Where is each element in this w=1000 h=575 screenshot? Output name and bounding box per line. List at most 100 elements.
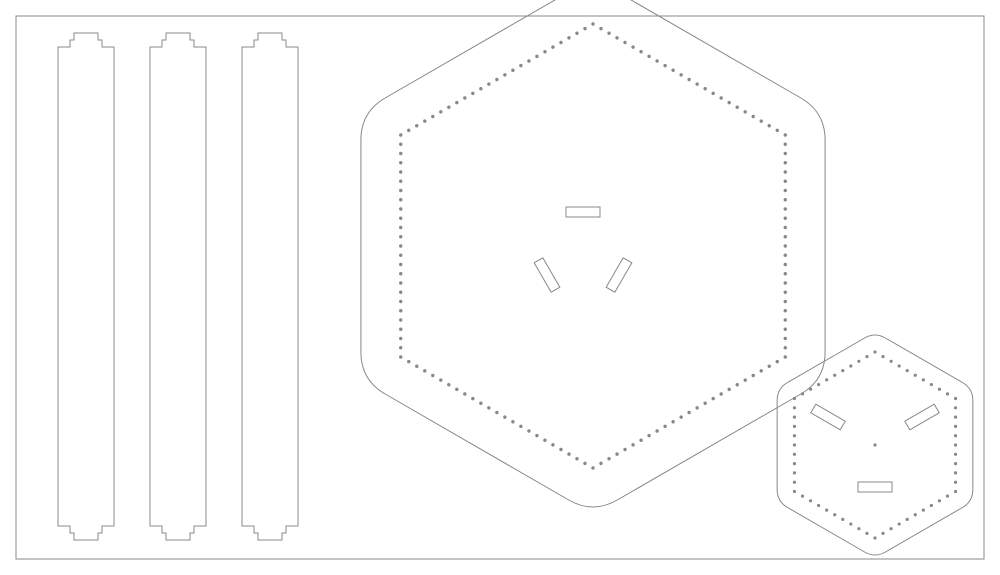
hex-dot: [407, 360, 410, 363]
hex-dot: [519, 425, 522, 428]
hex-dot: [809, 388, 812, 391]
hex-dot: [503, 73, 506, 76]
hex-dot: [679, 415, 682, 418]
hex-dot: [535, 434, 538, 437]
hex-dot: [415, 365, 418, 368]
hex-dot: [825, 378, 828, 381]
hex-dot: [784, 180, 787, 183]
hex-dot: [922, 378, 925, 381]
hex-dot: [881, 532, 884, 535]
hex-dot: [639, 439, 642, 442]
hex-dot: [784, 263, 787, 266]
hex-dot: [679, 73, 682, 76]
hex-dot: [399, 180, 402, 183]
hex-dot: [471, 92, 474, 95]
hex-dot: [793, 490, 796, 493]
hex-dot: [784, 235, 787, 238]
hex-dot: [784, 291, 787, 294]
hex-dot: [487, 82, 490, 85]
hex-dot: [784, 272, 787, 275]
hex-dot: [784, 355, 787, 358]
hex-dot: [898, 364, 901, 367]
hex-dot: [607, 32, 610, 35]
hex-dot: [607, 457, 610, 460]
hex-dot: [423, 369, 426, 372]
hex-dot: [784, 318, 787, 321]
hex-dot: [784, 217, 787, 220]
hex-dot: [784, 226, 787, 229]
hex-dot: [631, 443, 634, 446]
hex-dot: [439, 378, 442, 381]
hex-dot: [784, 328, 787, 331]
hex-dot: [793, 425, 796, 428]
hex-dot: [954, 490, 957, 493]
hex-dot: [735, 383, 738, 386]
hex-dot: [793, 481, 796, 484]
hex-dot: [583, 27, 586, 30]
hex-dot: [914, 513, 917, 516]
hex-dot: [906, 518, 909, 521]
hex-dot: [399, 318, 402, 321]
hex-dot: [551, 443, 554, 446]
hex-dot: [793, 462, 796, 465]
hex-dot: [793, 453, 796, 456]
hex-dot: [639, 50, 642, 53]
hex-dot: [768, 124, 771, 127]
hex-dot: [703, 402, 706, 405]
hex-dot: [784, 346, 787, 349]
hex-dot: [655, 429, 658, 432]
hex-dot: [647, 434, 650, 437]
hex-dot: [399, 161, 402, 164]
hex-dot: [455, 101, 458, 104]
hex-dot: [801, 392, 804, 395]
hex-dot: [954, 443, 957, 446]
hex-dot: [752, 374, 755, 377]
hex-dot: [511, 69, 514, 72]
hex-dot: [559, 41, 562, 44]
hex-dot: [543, 439, 546, 442]
hex-dot: [615, 36, 618, 39]
hex-dot: [695, 82, 698, 85]
hex-dot: [407, 129, 410, 132]
hex-dot: [954, 434, 957, 437]
hex-dot: [599, 27, 602, 30]
hex-dot: [938, 388, 941, 391]
hex-dot: [881, 355, 884, 358]
hex-dot: [399, 281, 402, 284]
hex-dot: [954, 471, 957, 474]
hex-dot: [801, 495, 804, 498]
hex-dot: [647, 55, 650, 58]
hex-dot: [463, 392, 466, 395]
hex-dot: [784, 161, 787, 164]
hex-dot: [793, 471, 796, 474]
hex-dot: [784, 254, 787, 257]
hex-dot: [399, 300, 402, 303]
cut-pattern-diagram: [0, 0, 1000, 575]
hex-dot: [793, 416, 796, 419]
hex-dot: [399, 244, 402, 247]
hex-dot: [479, 87, 482, 90]
hex-dot: [784, 152, 787, 155]
hex-dot: [776, 129, 779, 132]
hex-dot: [793, 434, 796, 437]
hex-dot: [527, 429, 530, 432]
hex-dot: [479, 402, 482, 405]
hex-dot: [744, 378, 747, 381]
hex-dot: [415, 124, 418, 127]
hex-dot: [922, 509, 925, 512]
hex-dot: [399, 235, 402, 238]
hex-dot: [599, 462, 602, 465]
hex-dot: [793, 443, 796, 446]
hex-dot: [719, 96, 722, 99]
hex-dot: [543, 50, 546, 53]
hex-dot: [809, 499, 812, 502]
hex-dot: [727, 388, 730, 391]
hex-dot: [865, 532, 868, 535]
hex-dot: [399, 263, 402, 266]
hex-dot: [719, 392, 722, 395]
hex-dot: [591, 22, 594, 25]
hex-dot: [760, 119, 763, 122]
hex-dot: [671, 69, 674, 72]
hex-dot: [768, 365, 771, 368]
hex-dot: [447, 383, 450, 386]
